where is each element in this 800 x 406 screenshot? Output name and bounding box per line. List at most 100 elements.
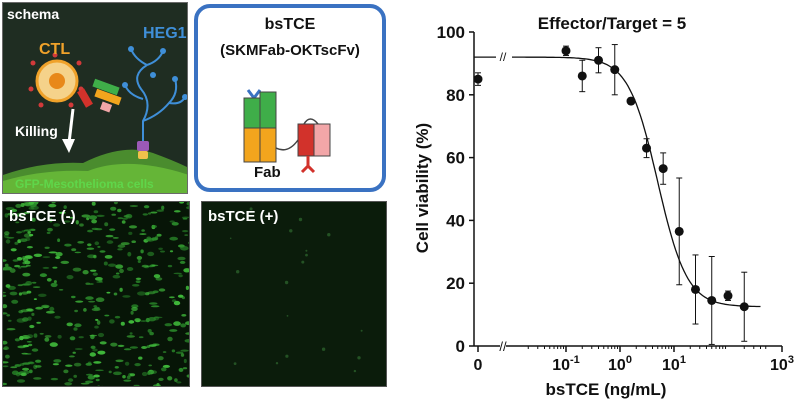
data-point: [690, 284, 700, 294]
data-point: [561, 46, 571, 56]
gfp-cell: [31, 348, 39, 352]
gfp-cell: [123, 379, 132, 382]
heg1-molecule: [124, 48, 186, 153]
gfp-cell: [28, 343, 33, 347]
gfp-cell: [169, 236, 178, 241]
gfp-cell: [50, 377, 59, 381]
gfp-cell: [35, 306, 43, 310]
gfp-cell: [106, 291, 111, 294]
data-point: [626, 96, 636, 106]
gfp-cell: [21, 352, 28, 355]
gfp-cell: [14, 364, 22, 367]
gfp-cell: [82, 270, 89, 275]
gfp-cell: [132, 284, 140, 287]
gfp-cell: [80, 382, 90, 385]
gfp-cell: [146, 236, 152, 241]
gfp-cells-sparse: [229, 207, 363, 373]
gfp-cell: [94, 228, 103, 231]
data-point: [658, 164, 668, 174]
gfp-cell: [180, 353, 185, 357]
gfp-cell: [52, 266, 58, 269]
gfp-cell: [92, 272, 98, 276]
data-point: [577, 71, 587, 81]
gfp-cell: [285, 354, 289, 358]
gfp-cell: [185, 285, 189, 290]
gfp-cell: [29, 324, 35, 329]
gfp-cell: [117, 217, 124, 220]
gfp-cell: [42, 256, 51, 259]
gfp-cell: [65, 364, 73, 367]
gfp-cell: [154, 343, 160, 346]
gfp-cell: [109, 319, 115, 324]
gfp-cell: [45, 310, 55, 314]
gfp-cell: [22, 317, 29, 322]
gfp-cell: [136, 255, 143, 260]
gfp-cell: [8, 319, 12, 322]
gfp-cell: [153, 316, 160, 321]
gfp-cell: [31, 312, 35, 316]
gfp-cell: [96, 320, 101, 325]
gfp-cell: [140, 249, 144, 254]
gfp-cell: [66, 275, 74, 280]
fit-curve: [512, 56, 761, 308]
gfp-cell: [74, 323, 82, 328]
gfp-cell: [25, 264, 31, 267]
gfp-cell: [90, 345, 96, 349]
gfp-cell: [179, 202, 184, 204]
gfp-cell: [183, 358, 187, 364]
gfp-cell: [74, 309, 78, 313]
gfp-cell: [173, 210, 181, 213]
gfp-cell: [183, 268, 189, 273]
gfp-cell: [117, 244, 126, 248]
mesothelioma-cell-layer-highlight: [3, 163, 187, 193]
gfp-cell: [141, 346, 148, 349]
gfp-cell: [107, 263, 117, 267]
gfp-cell: [3, 266, 13, 271]
ctl-nucleus: [49, 73, 65, 89]
construct-title: bsTCE: [264, 16, 316, 33]
gfp-cell: [73, 327, 78, 331]
gfp-cell: [33, 253, 43, 257]
gfp-cell: [162, 351, 167, 353]
gfp-cell: [119, 287, 123, 292]
gfp-cell: [175, 351, 184, 354]
heg1-stalk: [137, 141, 149, 151]
gfp-cell: [305, 249, 308, 252]
gfp-cell: [71, 295, 76, 299]
killing-label: Killing: [15, 123, 58, 139]
gfp-cell: [152, 290, 159, 294]
gfp-cell: [4, 231, 10, 236]
antigen-binding-mark: [246, 89, 262, 101]
y-tick-label: 0: [456, 337, 465, 356]
gfp-cell: [75, 220, 79, 225]
gfp-cell: [35, 365, 42, 368]
gfp-cell: [32, 286, 41, 288]
gfp-cell: [156, 209, 164, 212]
gfp-cell: [149, 302, 158, 305]
gfp-cell: [26, 341, 32, 343]
gfp-cell: [3, 294, 7, 297]
gfp-cell: [109, 228, 116, 231]
gfp-cell: [129, 332, 133, 335]
gfp-cell: [60, 260, 70, 264]
mini-bstce: [77, 78, 122, 113]
gfp-cell: [54, 315, 61, 319]
gfp-cell: [104, 314, 110, 317]
gfp-cell: [20, 372, 27, 377]
gfp-cell: [171, 349, 176, 353]
gfp-cell: [353, 369, 357, 373]
gfp-cell: [104, 255, 113, 259]
gfp-cell: [79, 223, 84, 227]
gfp-cell: [87, 243, 92, 247]
gfp-cell: [173, 321, 181, 326]
gfp-cell: [122, 217, 128, 220]
gfp-cell: [120, 321, 125, 326]
gfp-cell: [26, 308, 33, 312]
gfp-cell: [127, 251, 132, 257]
gfp-cell: [112, 274, 121, 279]
gfp-cell: [184, 339, 189, 343]
gfp-cell: [6, 236, 15, 239]
gfp-cell: [18, 266, 22, 269]
gfp-cell: [57, 334, 62, 339]
data-point: [642, 143, 652, 153]
